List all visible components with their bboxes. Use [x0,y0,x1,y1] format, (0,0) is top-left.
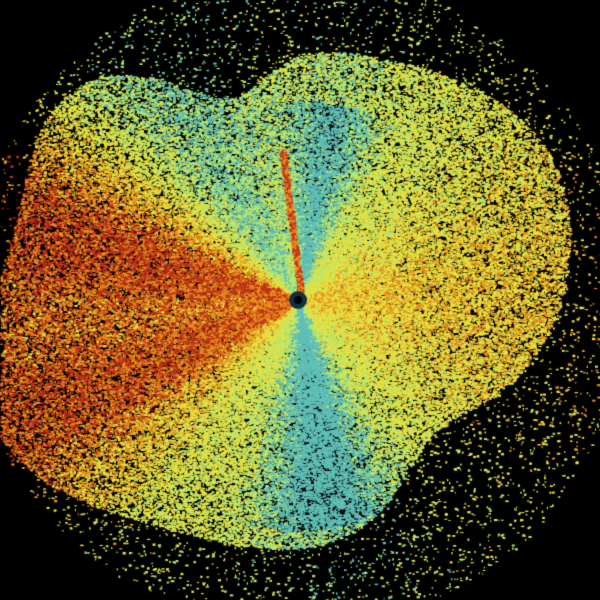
radar-image [0,0,600,600]
